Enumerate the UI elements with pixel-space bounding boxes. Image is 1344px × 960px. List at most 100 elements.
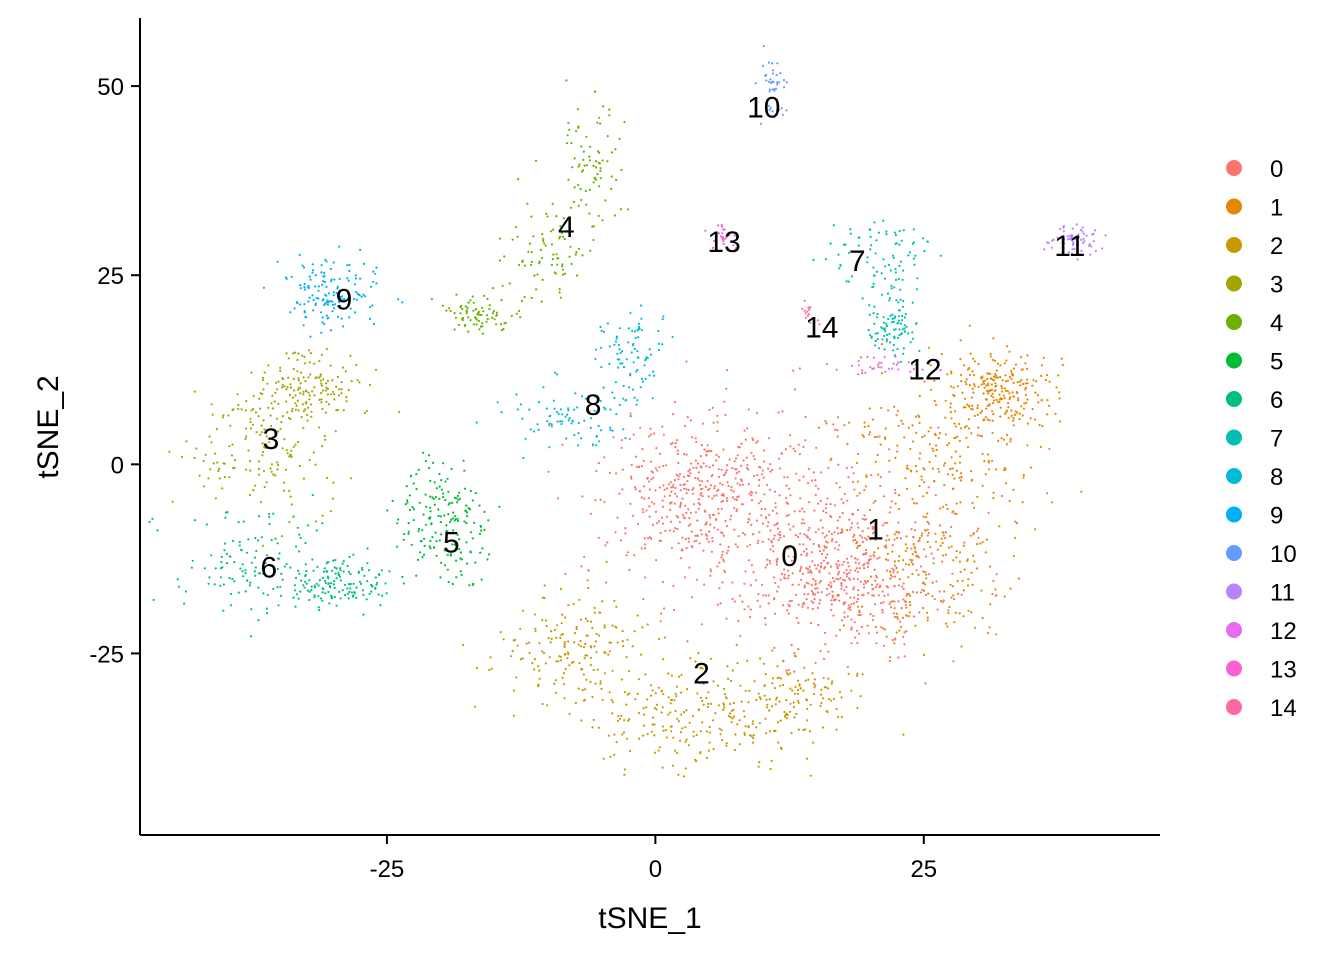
data-point	[857, 589, 860, 592]
data-point	[754, 82, 757, 85]
data-point	[831, 537, 834, 541]
data-point	[465, 504, 468, 507]
data-point	[758, 696, 761, 699]
legend-swatch	[1226, 275, 1242, 292]
data-point	[837, 560, 840, 563]
data-point	[465, 522, 468, 525]
data-point	[959, 501, 962, 504]
data-point	[928, 460, 931, 463]
data-point	[934, 494, 937, 497]
data-point	[286, 386, 289, 389]
data-point	[572, 602, 575, 606]
data-point	[586, 620, 589, 623]
data-point	[996, 362, 1000, 365]
data-point	[813, 509, 816, 512]
data-point	[893, 642, 896, 645]
data-point	[932, 449, 935, 452]
data-point	[642, 724, 646, 727]
data-point	[555, 215, 558, 218]
data-point	[342, 298, 345, 301]
data-point	[910, 528, 913, 531]
data-point	[702, 422, 705, 425]
data-point	[708, 731, 712, 734]
data-point	[279, 585, 282, 588]
data-point	[346, 292, 350, 295]
data-point	[774, 581, 777, 585]
data-point	[635, 455, 638, 458]
data-point	[249, 420, 252, 424]
data-point	[732, 715, 736, 718]
data-point	[585, 203, 588, 206]
data-point	[764, 717, 767, 720]
data-point	[923, 481, 926, 484]
data-point	[970, 479, 973, 482]
data-point	[979, 434, 982, 437]
data-point	[262, 388, 265, 391]
data-point	[843, 589, 846, 592]
data-point	[604, 544, 607, 547]
data-point	[602, 406, 606, 409]
data-point	[325, 382, 328, 385]
data-point	[915, 363, 918, 366]
data-point	[719, 543, 722, 546]
data-point	[768, 513, 771, 517]
data-point	[568, 255, 571, 258]
data-point	[320, 331, 323, 334]
data-point	[594, 357, 597, 361]
data-point	[669, 502, 672, 505]
data-point	[526, 202, 529, 205]
data-point	[486, 297, 489, 301]
data-point	[683, 576, 687, 579]
data-point	[302, 390, 305, 393]
data-point	[618, 137, 621, 140]
data-point	[953, 410, 957, 413]
data-point	[312, 569, 315, 572]
data-point	[877, 366, 880, 369]
data-point	[248, 584, 251, 587]
data-point	[561, 676, 564, 680]
data-point	[279, 366, 282, 369]
data-point	[549, 641, 552, 644]
data-point	[225, 562, 228, 565]
data-point	[965, 436, 968, 439]
data-point	[775, 560, 779, 564]
data-point	[487, 519, 490, 522]
data-point	[332, 559, 335, 562]
data-point	[722, 703, 726, 707]
data-point	[355, 291, 358, 294]
data-point	[667, 672, 670, 675]
data-point	[262, 572, 265, 575]
data-point	[1048, 447, 1051, 450]
data-point	[871, 367, 874, 370]
data-point	[661, 425, 664, 428]
data-point	[815, 446, 818, 449]
data-point	[593, 409, 596, 412]
data-point	[881, 608, 884, 612]
data-point	[962, 615, 965, 618]
data-point	[595, 435, 599, 438]
data-point	[538, 642, 541, 645]
data-point	[1035, 380, 1038, 383]
data-point	[894, 488, 897, 491]
data-point	[835, 728, 838, 731]
cluster-1-points	[809, 324, 1083, 663]
data-point	[418, 501, 421, 504]
data-point	[1100, 247, 1104, 250]
data-point	[964, 406, 967, 409]
data-point	[838, 516, 841, 519]
data-point	[952, 559, 955, 562]
data-point	[771, 468, 774, 471]
data-point	[523, 264, 527, 267]
data-point	[596, 121, 599, 124]
data-point	[290, 455, 293, 458]
data-point	[915, 569, 918, 572]
data-point	[777, 411, 780, 414]
data-point	[741, 600, 744, 603]
data-point	[1038, 423, 1041, 426]
data-point	[331, 497, 334, 500]
data-point	[950, 545, 953, 548]
data-point	[803, 550, 806, 553]
data-point	[366, 547, 369, 550]
data-point	[777, 533, 780, 536]
data-point	[813, 686, 816, 689]
